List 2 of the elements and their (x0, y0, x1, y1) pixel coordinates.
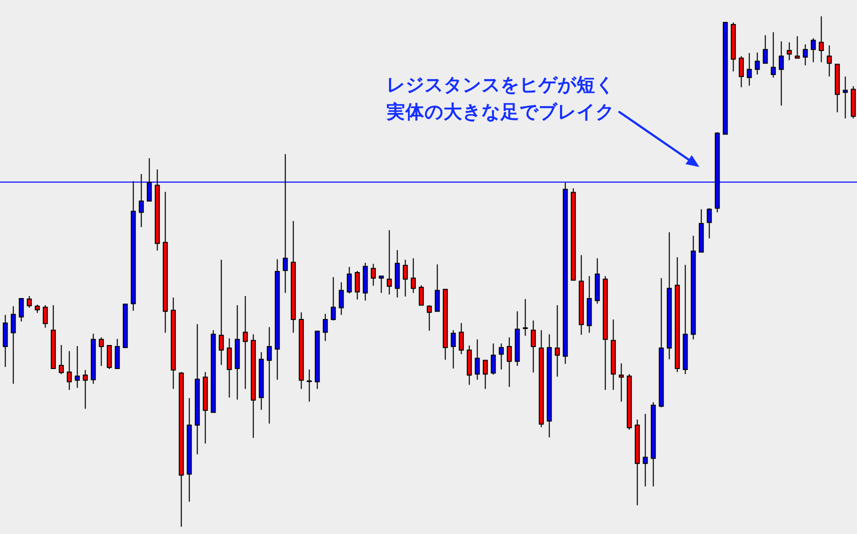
annotation: 実体の大きな足でブレイク (386, 101, 614, 122)
annotation: レジスタンスをヒゲが短く (386, 74, 614, 95)
